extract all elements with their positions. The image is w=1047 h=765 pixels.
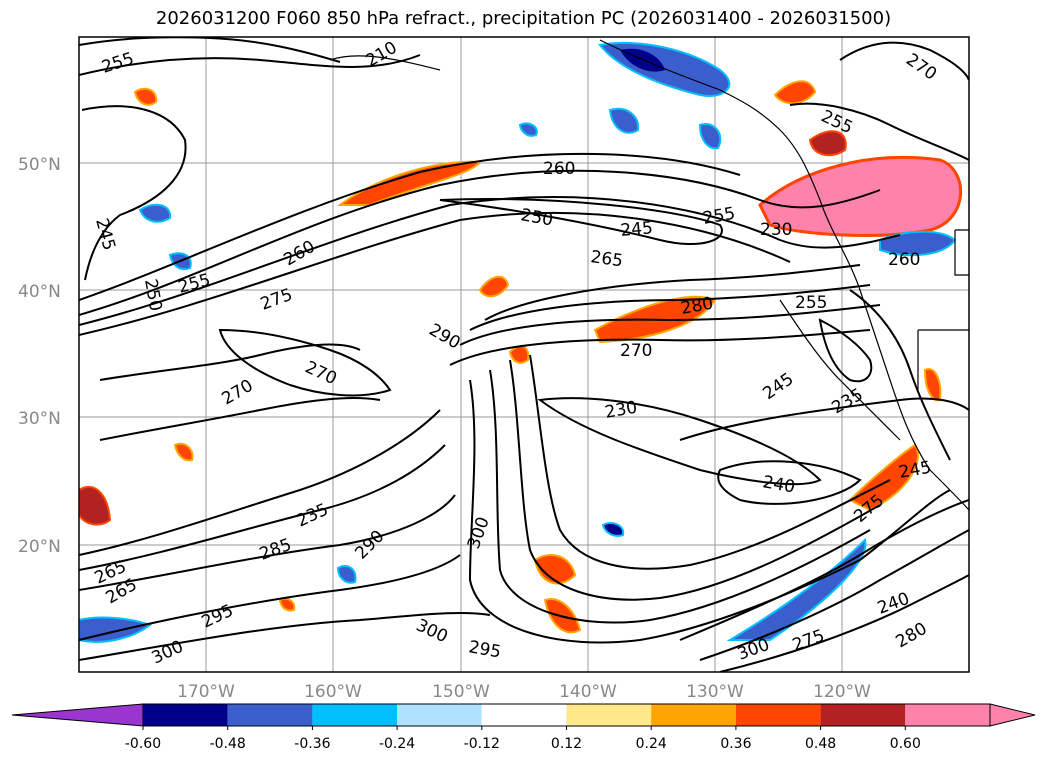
lat-label: 50°N xyxy=(18,155,61,175)
contour-label: 260 xyxy=(888,250,920,270)
colorbar-tick-label: 0.48 xyxy=(805,736,836,752)
lon-label: 120°W xyxy=(813,682,871,702)
precip-positive-area xyxy=(478,275,510,298)
colorbar-tick-label: -0.48 xyxy=(210,736,246,752)
precip-positive-area xyxy=(773,80,817,105)
precip-positive-area xyxy=(79,485,112,526)
contour-label: 230 xyxy=(760,220,792,240)
precip-negative-area xyxy=(336,564,357,584)
precip-negative-area xyxy=(726,538,867,641)
precip-positive-area xyxy=(133,87,158,106)
lon-label: 150°W xyxy=(432,682,490,702)
colorbar-swatch xyxy=(143,704,228,726)
contour-label: 260 xyxy=(543,159,575,179)
colorbar-tick-label: 0.12 xyxy=(551,736,582,752)
lon-label: 170°W xyxy=(177,682,235,702)
precip-positive-area xyxy=(808,130,847,157)
precip-negative-area xyxy=(601,522,625,537)
colorbar-tick-label: 0.24 xyxy=(636,736,667,752)
coastlines xyxy=(329,39,969,511)
lat-label: 40°N xyxy=(18,282,61,302)
colorbar-swatch xyxy=(312,704,398,726)
colorbar-swatch xyxy=(905,704,990,726)
lat-label: 20°N xyxy=(18,537,61,557)
contour-label: 245 xyxy=(620,218,654,241)
colorbar-swatch xyxy=(735,704,821,726)
refractivity-contours xyxy=(79,37,969,672)
map-border xyxy=(78,36,970,673)
colorbar-tick-label: -0.60 xyxy=(125,736,161,752)
lon-label: 140°W xyxy=(559,682,617,702)
colorbar-swatch xyxy=(481,704,567,726)
colorbar-tick-label: -0.12 xyxy=(464,736,500,752)
precip-negative-area xyxy=(138,203,172,223)
colorbar-tick-label: -0.24 xyxy=(379,736,415,752)
colorbar: -0.60 -0.48 -0.36 -0.24 -0.12 0.12 0.24 0.36 0.4… xyxy=(11,703,1036,752)
lat-label: 30°N xyxy=(18,409,61,429)
colorbar-swatch xyxy=(397,704,482,726)
contour-label: 255 xyxy=(795,293,827,313)
colorbar-swatch xyxy=(820,704,906,726)
colorbar-swatch xyxy=(566,704,652,726)
precip-negative-area xyxy=(698,123,722,150)
latitude-labels: 50°N 40°N 30°N 20°N xyxy=(18,155,61,557)
lon-label: 160°W xyxy=(304,682,362,702)
map-content xyxy=(79,37,969,672)
colorbar-arrow-right xyxy=(989,703,1036,727)
colorbar-tick-label: 0.36 xyxy=(720,736,751,752)
contour-label: 265 xyxy=(589,247,624,271)
colorbar-swatch xyxy=(227,704,313,726)
chart-title: 2026031200 F060 850 hPa refract., precip… xyxy=(155,8,892,29)
precip-positive-area xyxy=(173,442,194,462)
lon-label: 130°W xyxy=(686,682,744,702)
colorbar-tick-label: 0.60 xyxy=(890,736,921,752)
colorbar-arrow-left xyxy=(11,703,144,727)
colorbar-swatch xyxy=(651,704,736,726)
precip-positive-area xyxy=(533,554,577,585)
colorbar-tick-label: -0.36 xyxy=(294,736,330,752)
precip-positive-area xyxy=(278,597,296,612)
contour-label: 270 xyxy=(620,341,652,361)
precip-negative-area xyxy=(608,107,640,134)
precip-negative-area xyxy=(518,122,538,137)
longitude-labels: 170°W 160°W 150°W 140°W 130°W 120°W xyxy=(177,682,871,702)
